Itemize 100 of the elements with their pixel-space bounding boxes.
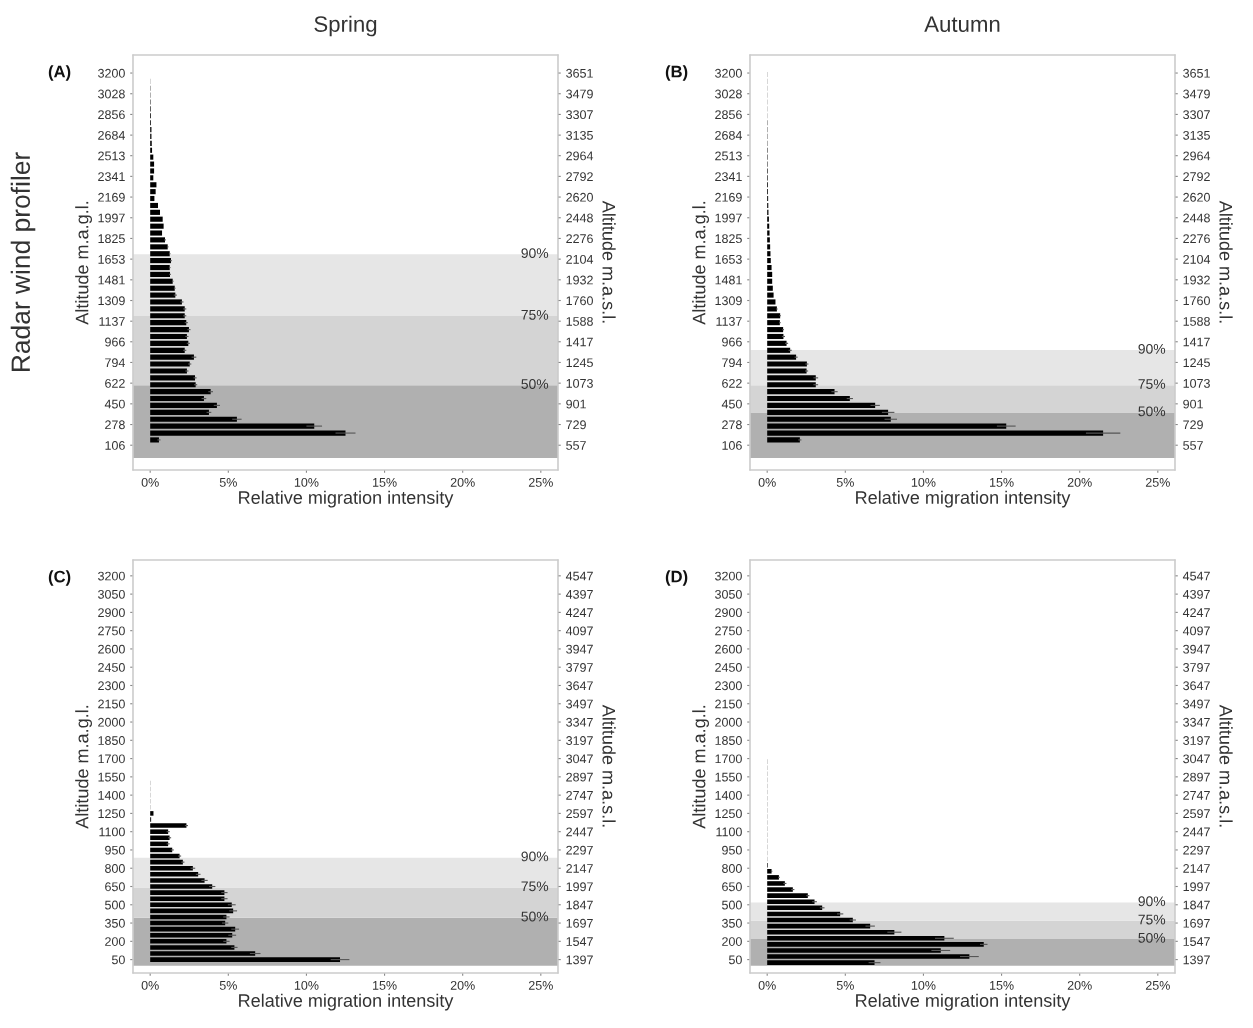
y-tick-label: 106	[105, 441, 125, 450]
y-tick-label: 3050	[715, 589, 742, 599]
y2-tick-label: 4097	[565, 626, 593, 636]
y-tick-label: 2000	[98, 717, 125, 727]
y-tick-label: 2750	[715, 626, 742, 636]
x-tick-label: 10%	[911, 980, 936, 990]
y2-tick-label: 2792	[566, 172, 593, 182]
y2-tick-label: 1847	[566, 900, 593, 910]
y-tick-label: 1653	[715, 254, 742, 264]
y2-tick-label: 3047	[566, 754, 593, 764]
y-tick-label: 800	[722, 864, 742, 873]
y-tick-label: 2450	[715, 663, 742, 672]
y-tick-label: 1700	[98, 754, 125, 764]
bar	[150, 209, 161, 215]
bar	[767, 271, 773, 277]
text: (C)	[48, 570, 71, 586]
x-tick-label: 15%	[990, 981, 1014, 990]
y2-tick-label: 1697	[566, 918, 593, 928]
y2-tick-label: 3651	[566, 68, 593, 78]
y-tick-label: 350	[104, 918, 125, 928]
y2-tick-label: 1847	[1183, 900, 1210, 910]
x-tick-label: 5%	[219, 478, 237, 487]
y2-tick-label: 1245	[566, 358, 593, 368]
x-tick-label: 0%	[141, 980, 159, 990]
y-tick-label: 2750	[98, 626, 125, 636]
y2-tick-label: 3947	[1183, 644, 1210, 654]
y-tick-label: 1825	[715, 234, 742, 244]
y2-tick-label: 1417	[1183, 337, 1210, 347]
bar	[150, 216, 163, 222]
y2-tick-label: 2147	[566, 864, 593, 873]
bar	[767, 258, 771, 264]
y-tick-label: 1481	[98, 275, 125, 285]
y-tick-label: 1550	[715, 772, 742, 782]
y-tick-label: 450	[104, 399, 125, 409]
y-tick-label: 950	[722, 845, 742, 855]
y2-tick-label: 1932	[1183, 275, 1210, 285]
x-tick-label: 20%	[450, 477, 475, 487]
y-tick-label: 1550	[98, 772, 125, 782]
y2-tick-label: 3479	[1183, 89, 1210, 99]
x-tick-label: 15%	[373, 478, 397, 487]
y2-tick-label: 2620	[566, 192, 593, 202]
y2-tick-label: 729	[1183, 420, 1203, 430]
x-axis-title: Relative migration intensity	[239, 993, 454, 1011]
y-tick-label: 2900	[715, 608, 742, 618]
y2-tick-label: 557	[566, 441, 586, 450]
bar	[767, 244, 771, 250]
y-tick-label: 2169	[98, 192, 125, 202]
y2-axis-title: Altitude m.a.s.l.	[1219, 200, 1233, 323]
x-tick-label: 5%	[219, 981, 237, 990]
y-tick-label: 1481	[715, 275, 742, 285]
x-tick-label: 0%	[758, 477, 776, 487]
y2-tick-label: 2620	[1183, 192, 1210, 202]
y2-tick-label: 557	[1183, 441, 1203, 450]
chart-title: Autumn	[924, 16, 1000, 32]
x-tick-label: 15%	[373, 981, 397, 990]
y2-tick-label: 2897	[1183, 772, 1210, 782]
y2-tick-label: 1417	[566, 337, 593, 347]
bar	[150, 189, 156, 195]
y-tick-label: 1250	[715, 809, 742, 819]
y-tick-label: 2900	[98, 608, 125, 618]
y-tick-label: 2000	[715, 717, 742, 727]
y2-tick-label: 3797	[566, 663, 593, 672]
y2-tick-label: 2276	[1183, 234, 1210, 244]
y-tick-label: 966	[105, 337, 125, 347]
y-tick-label: 1850	[715, 736, 742, 745]
bar	[767, 347, 791, 353]
x-tick-label: 25%	[1145, 477, 1170, 487]
y2-tick-label: 3347	[1183, 717, 1210, 727]
bar	[150, 395, 204, 402]
y-tick-label: 1653	[98, 254, 125, 264]
y2-tick-label: 3497	[566, 699, 593, 709]
y2-tick-label: 3797	[1183, 663, 1210, 672]
x-tick-label: 0%	[758, 980, 776, 990]
band-label: 50%	[521, 911, 549, 922]
y-tick-label: 2513	[98, 151, 125, 161]
bar	[150, 195, 155, 202]
y2-tick-label: 4397	[565, 589, 593, 599]
x-tick-label: 15%	[990, 478, 1014, 487]
y-tick-label: 2600	[98, 644, 125, 654]
bar	[150, 409, 209, 415]
y2-tick-label: 2276	[566, 234, 593, 244]
bar	[150, 416, 237, 422]
y-tick-label: 2856	[715, 110, 742, 120]
y2-tick-label: 3497	[1183, 699, 1210, 709]
y-axis-title: Altitude m.a.g.l.	[692, 705, 709, 829]
bar	[150, 182, 157, 188]
y-tick-label: 1997	[98, 213, 125, 223]
y-tick-label: 800	[105, 864, 125, 873]
band-label: 50%	[1138, 932, 1166, 943]
bar	[767, 333, 784, 340]
y-tick-label: 1137	[99, 317, 125, 326]
y-tick-label: 50	[111, 955, 125, 965]
y2-tick-label: 2964	[1183, 151, 1211, 161]
y2-tick-label: 2597	[1183, 809, 1210, 819]
y2-tick-label: 3197	[1183, 736, 1210, 745]
y-tick-label: 1250	[98, 809, 125, 819]
text: (D)	[665, 570, 688, 586]
y2-tick-label: 901	[1183, 399, 1203, 409]
y-tick-label: 200	[105, 937, 125, 946]
y2-tick-label: 4097	[1182, 626, 1210, 636]
